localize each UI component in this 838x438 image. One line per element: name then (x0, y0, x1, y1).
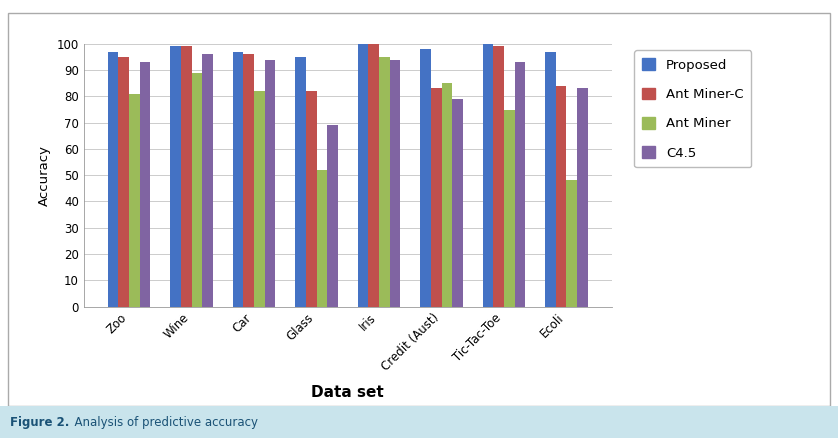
Bar (243, 54, 254, 307)
Bar (515, 62, 525, 307)
Y-axis label: Accuracy: Accuracy (39, 145, 51, 206)
Bar (306, 91, 317, 307)
Bar (442, 83, 453, 307)
Bar (358, 44, 369, 307)
Bar (108, 52, 118, 307)
Bar (431, 88, 442, 307)
Text: Figure 2.: Figure 2. (10, 416, 70, 429)
Bar (546, 52, 556, 307)
Bar (379, 57, 390, 307)
Bar (295, 57, 306, 307)
Bar (421, 49, 431, 307)
Bar (192, 73, 202, 307)
Bar (202, 54, 213, 307)
Bar (453, 99, 463, 307)
Bar (566, 180, 577, 307)
Bar (118, 57, 129, 307)
Bar (181, 46, 192, 307)
Bar (170, 46, 181, 307)
Bar (327, 125, 338, 307)
Bar (233, 52, 243, 307)
Bar (140, 62, 150, 307)
Bar (265, 60, 275, 307)
Bar (254, 91, 265, 307)
X-axis label: Data set: Data set (312, 385, 384, 400)
Bar (390, 60, 401, 307)
Bar (577, 88, 587, 307)
Bar (556, 86, 566, 307)
Bar (504, 110, 515, 307)
Legend: Proposed, Ant Miner-C, Ant Miner, C4.5: Proposed, Ant Miner-C, Ant Miner, C4.5 (634, 50, 752, 167)
Bar (494, 46, 504, 307)
Bar (483, 44, 494, 307)
Text: Analysis of predictive accuracy: Analysis of predictive accuracy (67, 416, 258, 429)
Bar (369, 44, 379, 307)
Bar (317, 170, 327, 307)
Bar (129, 94, 140, 307)
